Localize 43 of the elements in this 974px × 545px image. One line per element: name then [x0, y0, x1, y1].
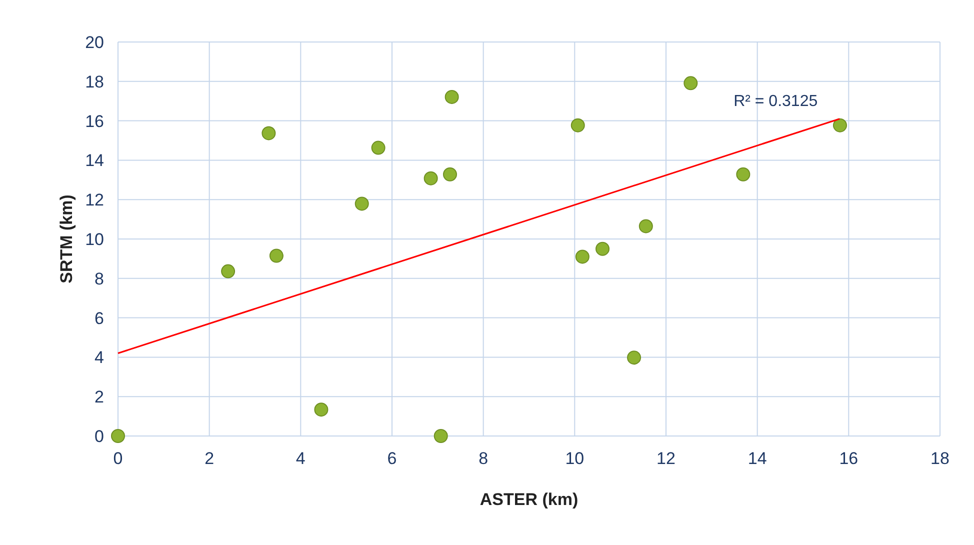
x-tick-label: 14	[748, 449, 767, 468]
point	[314, 402, 328, 417]
point	[424, 171, 438, 186]
point	[221, 264, 236, 278]
point	[371, 140, 386, 155]
y-tick-label: 12	[85, 190, 104, 210]
y-tick-label: 14	[85, 151, 104, 170]
annotation: R² = 0.3125	[734, 93, 818, 110]
y-tick-label: 18	[85, 72, 104, 92]
x-tick-label: 10	[565, 449, 584, 468]
point	[442, 167, 457, 182]
point	[354, 196, 369, 211]
x-tick-label: 0	[113, 449, 123, 468]
y-tick-label: 2	[94, 388, 104, 407]
y-tick-label: 0	[94, 426, 104, 446]
x-tick-label: 6	[387, 449, 397, 468]
x-tick-label: 12	[656, 449, 676, 468]
y-axis-title: SRTM (km)	[57, 194, 76, 284]
point	[638, 219, 653, 234]
point	[684, 76, 698, 90]
point	[269, 248, 284, 263]
y-tick-label: 8	[94, 269, 104, 288]
y-tick-label: 10	[85, 230, 104, 249]
point	[444, 90, 459, 104]
point	[434, 429, 448, 443]
point	[575, 250, 590, 264]
y-tick-label: 16	[85, 112, 104, 131]
point	[596, 242, 610, 256]
y-tick-label: 20	[85, 32, 104, 52]
y-tick-label: 6	[94, 308, 104, 328]
x-tick-label: 2	[204, 449, 214, 468]
point	[832, 118, 847, 132]
x-tick-label: 4	[296, 449, 306, 468]
point	[627, 350, 642, 365]
point	[570, 118, 585, 132]
y-tick-label: 4	[94, 348, 104, 368]
x-tick-label: 18	[930, 449, 950, 468]
x-axis-title: ASTER (km)	[480, 490, 578, 509]
x-tick-label: 8	[478, 449, 488, 468]
x-tick-label: 16	[839, 449, 858, 468]
point	[736, 167, 750, 182]
point	[111, 429, 125, 443]
point	[262, 126, 276, 140]
